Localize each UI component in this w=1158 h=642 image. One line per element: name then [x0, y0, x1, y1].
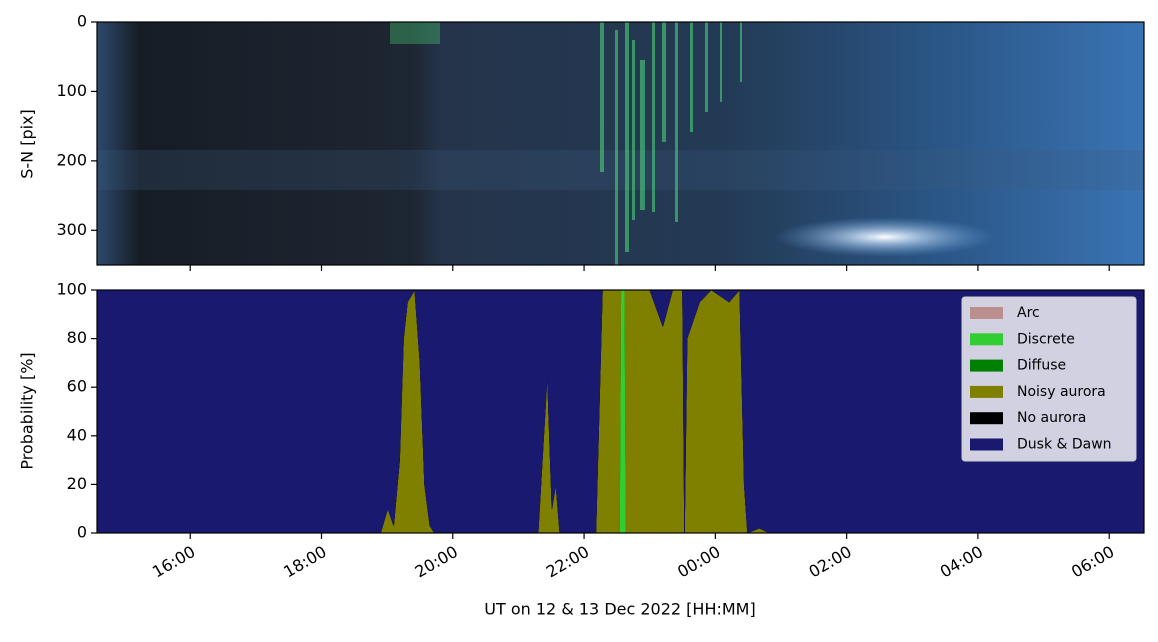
legend-swatch: [970, 438, 1003, 451]
top-y-label: S-N [pix]: [18, 109, 37, 179]
keogram: [97, 22, 1144, 265]
legend-label: Discrete: [1017, 331, 1075, 347]
y-tick-label: 60: [67, 377, 87, 396]
x-tick-label: 16:00: [149, 542, 198, 582]
y-tick-label: 300: [56, 220, 87, 239]
legend-swatch: [970, 385, 1003, 398]
x-tick-label: 04:00: [937, 542, 986, 582]
y-tick-label: 20: [67, 474, 87, 493]
legend-label: Noisy aurora: [1017, 384, 1106, 400]
y-tick-label: 100: [56, 81, 87, 100]
bottom-frame: [96, 289, 1145, 534]
x-tick-label: 00:00: [674, 542, 723, 582]
y-tick-label: 80: [67, 328, 87, 347]
bottom-y-label: Probability [%]: [18, 352, 37, 469]
legend-label: No aurora: [1017, 410, 1086, 426]
legend-swatch: [970, 333, 1003, 346]
x-tick-label: 22:00: [543, 542, 592, 582]
x-tick-label: 20:00: [412, 542, 461, 582]
legend-swatch: [970, 412, 1003, 425]
y-tick-label: 40: [67, 425, 87, 444]
legend-swatch: [970, 307, 1003, 319]
x-tick-label: 18:00: [280, 542, 329, 582]
x-label: UT on 12 & 13 Dec 2022 [HH:MM]: [484, 600, 755, 619]
y-tick-label: 0: [77, 12, 87, 31]
legend-box: [961, 296, 1137, 462]
legend-label: Arc: [1017, 305, 1040, 321]
legend-swatch: [970, 359, 1003, 372]
y-tick-label: 200: [56, 150, 87, 169]
legend-label: Dusk & Dawn: [1017, 437, 1112, 453]
y-tick-label: 0: [77, 523, 87, 542]
legend-label: Diffuse: [1017, 358, 1066, 374]
x-tick-label: 06:00: [1068, 542, 1117, 582]
legend: Arc Discrete Diffuse Noisy aurora No aurora D…: [961, 296, 1137, 462]
y-tick-label: 100: [56, 280, 87, 299]
x-tick-label: 02:00: [805, 542, 854, 582]
top-frame: [96, 21, 1145, 266]
